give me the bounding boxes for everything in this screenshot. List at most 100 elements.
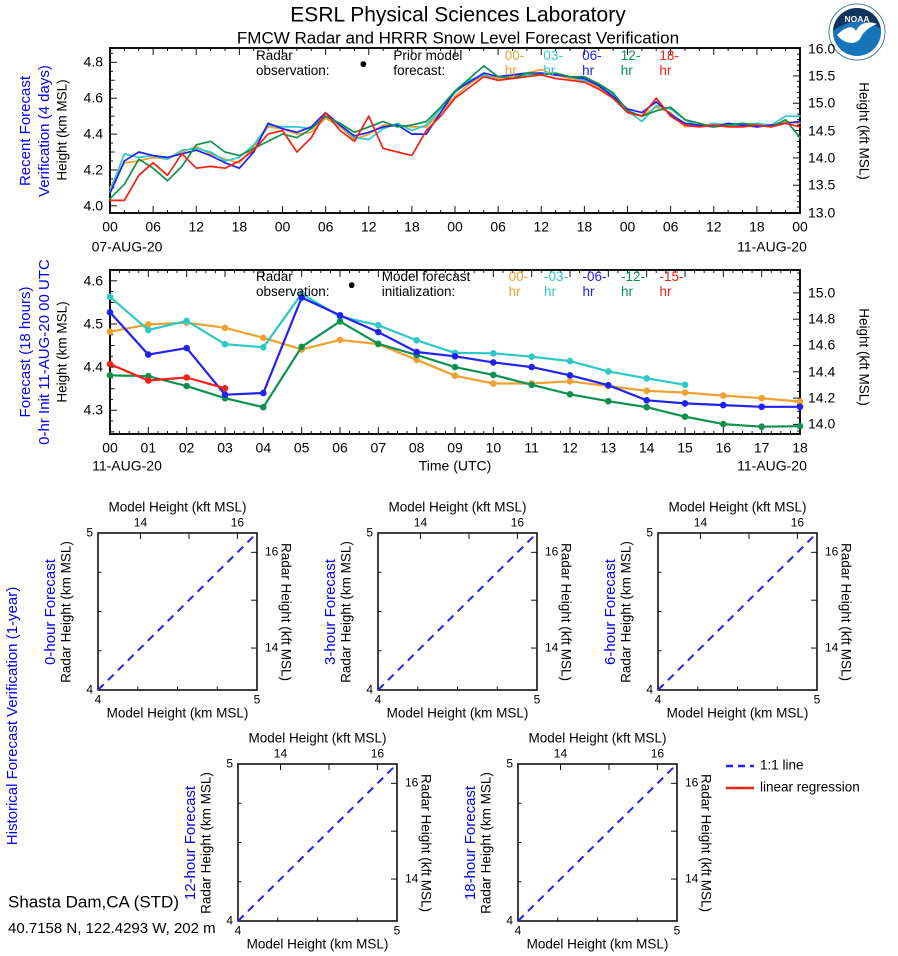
- legend-obs-label: Radar observation:: [256, 269, 330, 299]
- recent-forecast-verification-y-label-km: 4.8: [83, 53, 103, 70]
- forecast-18-hours-x-label: 11: [524, 439, 539, 456]
- scatter-left-tick-label: 5: [86, 525, 93, 540]
- scatter-top-tick-label: 14: [553, 746, 568, 761]
- recent-forecast-verification-legend-item-06-hr: 06-hr: [582, 48, 602, 78]
- scatter-left-tick-label: 4: [366, 682, 373, 697]
- forecast-18-hours-x-label: 09: [447, 439, 463, 456]
- forecast-18-hours-x-label: 05: [293, 439, 310, 456]
- scatter-right-axis-title: Radar Height (kft MSL): [838, 542, 854, 681]
- forecast-18-hours-series-line-00-hr: [108, 321, 802, 403]
- recent-forecast-verification-legend-item-00-hr: 00-hr: [504, 48, 525, 78]
- scatter-bottom-tick-label: 4: [234, 923, 242, 938]
- forecast-18-hours-x-label: 18: [792, 439, 808, 456]
- recent-forecast-verification-x-label: 18: [404, 218, 420, 235]
- forecast-18-hours-series-line--06-hr: [108, 296, 802, 408]
- forecast-18-hours-x-label: 15: [677, 439, 693, 456]
- forecast-18-hours-y-label-kft: 14.8: [808, 310, 836, 327]
- forecast-18-hours-x-label: 14: [638, 439, 655, 456]
- scatter-right-tick-label: 16: [265, 544, 279, 559]
- scatter-left-axis-title: Radar Height (km MSL): [198, 771, 214, 914]
- scatter-bottom-tick-label: 5: [533, 692, 541, 707]
- noaa-logo-emblem: [833, 8, 881, 56]
- recent-forecast-verification-y-label-km: 4.4: [83, 125, 103, 142]
- forecast-18-hours-y-label-km: 4.3: [83, 401, 103, 418]
- station-name: Shasta Dam,CA (STD): [8, 892, 179, 912]
- forecast-18-hours-y-label-kft: 14.6: [808, 336, 836, 353]
- recent-forecast-verification-x-label: 00: [102, 218, 118, 235]
- recent-forecast-verification-y-label-kft: 13.5: [808, 176, 836, 193]
- scatter-bottom-tick-label: 5: [253, 692, 261, 707]
- scatter-bottom-axis-title: Model Height (km MSL): [106, 705, 249, 721]
- section-recent-label-line2: Verification (4 days): [35, 65, 53, 197]
- recent-forecast-verification-x-label: 00: [619, 218, 636, 235]
- recent-forecast-verification-x-label: 00: [792, 218, 808, 235]
- scatter-right-tick-label: 14: [685, 871, 699, 886]
- scatter-left-tick-label: 4: [86, 682, 93, 697]
- forecast-18-hours-legend-item-00-hr: 00-hr: [508, 269, 529, 299]
- scatter-left-axis-title: Radar Height (km MSL): [338, 540, 354, 683]
- forecast-18-hours-x-label: 16: [715, 439, 732, 456]
- scatter-top-axis-title: Model Height (kft MSL): [108, 499, 247, 515]
- recent-forecast-verification-series-line-18-hr: [109, 74, 801, 202]
- one-to-one-line: [237, 763, 398, 922]
- recent-forecast-verification-x-label: 06: [662, 218, 679, 235]
- scatter-left-axis-title: Radar Height (km MSL): [478, 771, 494, 914]
- scatter-right-tick-label: 16: [545, 544, 559, 559]
- ts2-date-left: 11-AUG-20: [92, 457, 162, 474]
- forecast-18-hours-x-label: 00: [102, 439, 118, 456]
- page-subtitle: FMCW Radar and HRRR Snow Level Forecast …: [236, 28, 680, 48]
- recent-forecast-verification-y-label-kft: 14.5: [808, 121, 836, 138]
- recent-forecast-verification-y-label-kft: 15.0: [808, 94, 836, 111]
- recent-forecast-verification-x-label: 18: [576, 218, 593, 235]
- scatter-panel-title: 6-hour Forecast: [601, 558, 619, 665]
- scatter-left-axis-title: Radar Height (km MSL): [58, 540, 74, 683]
- ts1-date-left: 07-AUG-20: [91, 238, 163, 255]
- scatter-top-axis-title: Model Height (kft MSL): [388, 499, 527, 515]
- ts1-date-right: 11-AUG-20: [737, 238, 807, 255]
- noaa-logo-text: NOAA: [844, 14, 869, 24]
- recent-forecast-verification-x-label: 06: [490, 218, 506, 235]
- scatter-top-tick-label: 14: [133, 515, 148, 530]
- one-to-one-line: [97, 532, 258, 691]
- forecast-18-hours-y-label-kft: 14.0: [808, 415, 836, 432]
- scatter-top-axis-title: Model Height (kft MSL): [248, 730, 387, 746]
- forecast-18-hours-legend-item--06-hr: -06-hr: [582, 269, 607, 299]
- scatter-right-axis-title: Radar Height (kft MSL): [698, 773, 714, 912]
- forecast-18-hours-x-label: 08: [408, 439, 425, 456]
- scatter-right-axis-title: Radar Height (kft MSL): [278, 542, 294, 681]
- recent-forecast-verification-y-label-kft: 16.0: [808, 39, 836, 56]
- scatter-bottom-axis-title: Model Height (km MSL): [666, 705, 809, 721]
- radar-observation-marker-icon: ●: [359, 55, 368, 71]
- forecast-18-hours-legend-item--03-hr: -03-hr: [544, 269, 569, 299]
- section-historical-label: Historical Forecast Verification (1-year…: [3, 586, 21, 846]
- scatter-top-axis-title: Model Height (kft MSL): [528, 730, 667, 746]
- scatter-bottom-tick-label: 4: [654, 692, 662, 707]
- legend-one-to-one-label: 1:1 line: [760, 757, 804, 773]
- scatter-right-tick-label: 14: [825, 640, 839, 655]
- forecast-18-hours-x-label: 04: [255, 439, 272, 456]
- recent-forecast-verification-y-label-km: 4.2: [83, 161, 103, 178]
- forecast-18-hours-x-label: 02: [178, 439, 195, 456]
- legend-linear-regression-label: linear regression: [760, 779, 860, 795]
- forecast-18-hours-y-label-kft: 15.0: [808, 284, 836, 301]
- section-recent-label-line1: Recent Forecast: [16, 75, 34, 187]
- scatter-top-tick-label: 16: [370, 746, 385, 761]
- ts2-right-axis-title: Height (kft MSL): [856, 308, 872, 406]
- recent-forecast-verification-legend-item-03-hr: 03-hr: [543, 48, 563, 78]
- forecast-18-hours-x-label: 01: [140, 439, 157, 456]
- recent-forecast-verification-y-label-kft: 14.0: [808, 149, 836, 166]
- scatter-left-tick-label: 5: [506, 756, 513, 771]
- scatter-right-tick-label: 16: [825, 544, 839, 559]
- recent-forecast-verification-y-label-km: 4.0: [83, 197, 103, 214]
- scatter-right-tick-label: 14: [265, 640, 279, 655]
- ts2-date-right: 11-AUG-20: [737, 457, 807, 474]
- scatter-right-axis-title: Radar Height (kft MSL): [418, 773, 434, 912]
- forecast-18-hours-y-label-km: 4.4: [83, 358, 103, 375]
- recent-forecast-verification-x-label: 00: [274, 218, 291, 235]
- one-to-one-line: [377, 532, 538, 691]
- scatter-bottom-axis-title: Model Height (km MSL): [526, 936, 669, 952]
- section-forecast18-label-line2: 0-hr Init 11-AUG-20 00 UTC: [35, 259, 53, 445]
- forecast-18-hours-y-label-km: 4.6: [83, 272, 103, 289]
- forecast-18-hours-y-label-kft: 14.2: [808, 389, 836, 406]
